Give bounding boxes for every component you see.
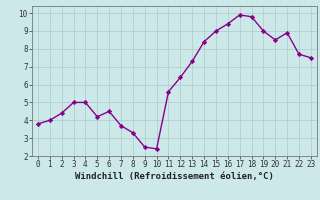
X-axis label: Windchill (Refroidissement éolien,°C): Windchill (Refroidissement éolien,°C): [75, 172, 274, 181]
